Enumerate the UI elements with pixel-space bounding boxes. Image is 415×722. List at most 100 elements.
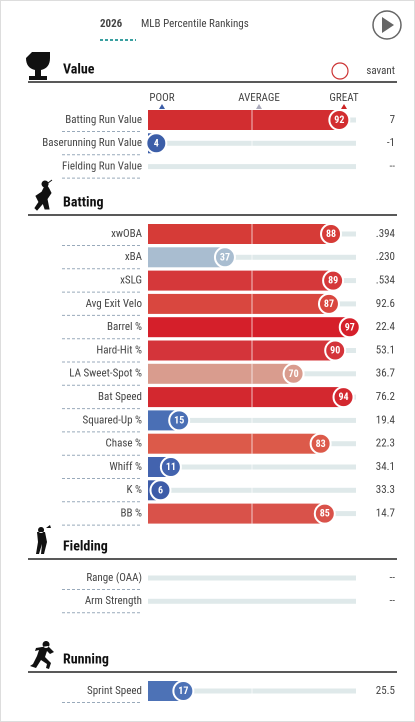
- percentile-bubble: [324, 339, 347, 362]
- metric-label: Squared-Up %: [83, 413, 143, 426]
- percentile-bubble: [145, 132, 168, 155]
- stat-value: 14.7: [376, 507, 395, 520]
- percentile-bubble: [332, 386, 355, 409]
- percentile-label: 15: [174, 416, 184, 427]
- percentile-label: 83: [316, 439, 326, 450]
- percentile-bar: [148, 433, 321, 454]
- percentile-label: 17: [178, 686, 188, 697]
- percentile-bar: [148, 340, 336, 361]
- scale-great: GREAT: [329, 91, 358, 104]
- metric-label: Chase %: [106, 437, 143, 450]
- scale-marker: [256, 104, 262, 109]
- percentile-bar: [148, 110, 340, 130]
- stat-value: 76.2: [376, 390, 395, 403]
- metric-label: Hard-Hit %: [96, 343, 142, 356]
- percentile-bar: [148, 270, 334, 291]
- metric-label: LA Sweet-Spot %: [69, 367, 142, 380]
- year: 2026: [100, 17, 123, 30]
- percentile-bubble: [149, 479, 172, 502]
- percentile-label: 92: [334, 115, 344, 126]
- percentile-bar: [148, 247, 225, 268]
- metric-label: Whiff %: [109, 460, 142, 473]
- scale-marker: [159, 104, 165, 109]
- percentile-bubble: [317, 292, 340, 315]
- metric-label: Avg Exit Velo: [86, 297, 143, 310]
- percentile-bar: [148, 224, 332, 244]
- batter-icon: [34, 179, 53, 211]
- percentile-bar: [148, 387, 344, 408]
- runner-icon: [30, 641, 54, 669]
- percentile-bar: [148, 503, 325, 524]
- percentile-label: 89: [328, 276, 338, 287]
- trophy-icon: [26, 52, 50, 80]
- metric-label: Baserunning Run Value: [42, 136, 142, 149]
- section-title: Value: [63, 62, 95, 78]
- metric-label: Range (OAA): [86, 571, 142, 584]
- stat-value: 53.1: [376, 343, 395, 356]
- percentile-label: 85: [320, 509, 330, 520]
- fielder-icon: [36, 525, 51, 554]
- stat-value: 36.7: [376, 367, 395, 380]
- percentile-bar: [148, 317, 350, 338]
- metric-label: xSLG: [120, 274, 142, 287]
- percentile-label: 37: [220, 252, 230, 263]
- percentile-bubble: [322, 269, 345, 292]
- stat-value: 22.4: [376, 320, 396, 333]
- section-title: Running: [63, 652, 109, 668]
- stat-value: --: [390, 160, 396, 173]
- section-title: Batting: [63, 195, 104, 211]
- stat-value: 25.5: [376, 684, 395, 697]
- percentile-bubble: [338, 316, 361, 339]
- stat-value: .230: [376, 250, 395, 263]
- metric-label: xwOBA: [111, 227, 143, 240]
- percentile-bubble: [213, 246, 236, 269]
- metric-label: Sprint Speed: [87, 684, 142, 697]
- metric-label: Arm Strength: [85, 594, 142, 607]
- percentile-bubble: [168, 409, 191, 432]
- stat-value: -1: [387, 136, 395, 149]
- percentile-label: 11: [166, 462, 176, 473]
- stat-value: 7: [390, 113, 395, 126]
- stat-value: 33.3: [376, 483, 395, 496]
- metric-label: Fielding Run Value: [62, 160, 142, 173]
- percentile-bubble: [159, 456, 182, 478]
- percentile-bar: [148, 293, 329, 314]
- track: [148, 164, 356, 170]
- metric-label: BB %: [121, 507, 143, 520]
- percentile-bar: [148, 363, 294, 384]
- stat-value: .534: [376, 274, 396, 287]
- percentile-label: 4: [154, 138, 159, 149]
- metric-label: Barrel %: [107, 320, 142, 333]
- section-title: Fielding: [63, 539, 108, 555]
- percentile-label: 94: [338, 392, 348, 403]
- savant-icon: [331, 62, 349, 80]
- percentile-bubble: [313, 502, 336, 525]
- savant-logo[interactable]: savant: [366, 64, 395, 77]
- scale-average: AVERAGE: [238, 91, 280, 104]
- percentile-bubble: [309, 432, 332, 455]
- percentile-label: 6: [158, 485, 163, 496]
- stat-value: --: [390, 571, 396, 584]
- stat-value: 22.3: [376, 437, 395, 450]
- percentile-bubble: [328, 109, 351, 131]
- metric-label: K %: [127, 483, 143, 496]
- stat-value: --: [390, 594, 396, 607]
- percentile-label: 87: [324, 299, 334, 310]
- stat-value: 92.6: [376, 297, 395, 310]
- percentile-label: 97: [345, 322, 355, 333]
- stat-value: 34.1: [376, 460, 395, 473]
- track: [148, 598, 356, 604]
- percentile-bubble: [320, 223, 343, 245]
- metric-label: Bat Speed: [98, 390, 142, 403]
- percentile-label: 70: [289, 369, 299, 380]
- stat-value: .394: [376, 227, 396, 240]
- track: [148, 575, 356, 581]
- scale-marker: [341, 104, 347, 109]
- play-button[interactable]: [372, 10, 402, 40]
- percentile-label: 90: [330, 346, 340, 357]
- metric-label: xBA: [125, 250, 143, 263]
- metric-label: Batting Run Value: [65, 113, 142, 126]
- percentile-bubble: [172, 680, 195, 702]
